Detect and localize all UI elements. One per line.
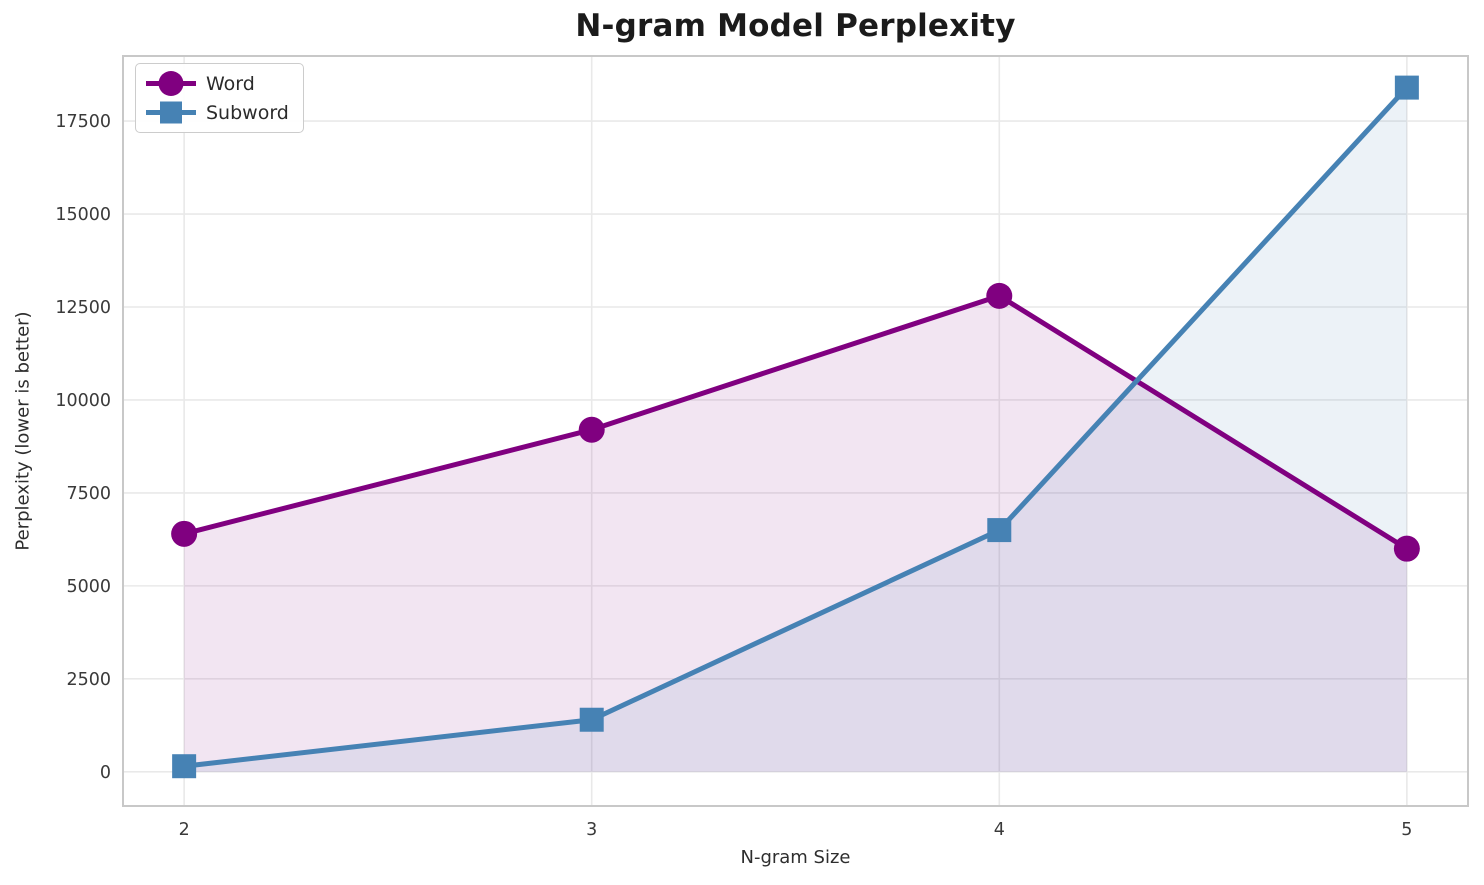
subword-data-point (172, 754, 197, 779)
x-tick-label: 2 (179, 820, 190, 840)
x-tick-label: 5 (1401, 820, 1412, 840)
word-line (181, 293, 1410, 552)
x-tick-label: 4 (994, 820, 1005, 840)
legend-label-word: Word (206, 72, 255, 95)
legend-item-word: Word (145, 69, 289, 98)
y-tick-label: 15000 (55, 205, 111, 225)
word-fill-area (184, 295, 1407, 772)
y-tick-label: 0 (100, 763, 111, 783)
y-tick-label: 7500 (66, 484, 111, 504)
x-tick-label: 3 (586, 820, 597, 840)
word-data-point (986, 282, 1013, 309)
legend-label-subword: Subword (206, 101, 289, 124)
chart-title: N-gram Model Perplexity (575, 8, 1016, 44)
y-tick-label: 12500 (55, 298, 111, 318)
x-axis-label: N-gram Size (740, 847, 851, 868)
legend: Word Subword (135, 63, 304, 133)
y-tick-label: 5000 (66, 577, 111, 597)
word-data-point (171, 520, 198, 547)
subword-line (181, 85, 1410, 769)
word-data-point (578, 416, 605, 443)
subword-data-point (987, 518, 1012, 543)
subword-data-point (579, 707, 604, 732)
subword-series-marker-icon (146, 101, 196, 124)
y-tick-label: 2500 (66, 670, 111, 690)
subword-data-point (1394, 75, 1419, 100)
y-tick-label: 17500 (55, 112, 111, 132)
word-data-point (1393, 535, 1420, 562)
subword-fill-area (184, 87, 1407, 772)
axes-spines (122, 55, 1469, 807)
legend-item-subword: Subword (145, 98, 289, 127)
word-series-marker-icon (146, 71, 196, 96)
y-tick-label: 10000 (55, 391, 111, 411)
